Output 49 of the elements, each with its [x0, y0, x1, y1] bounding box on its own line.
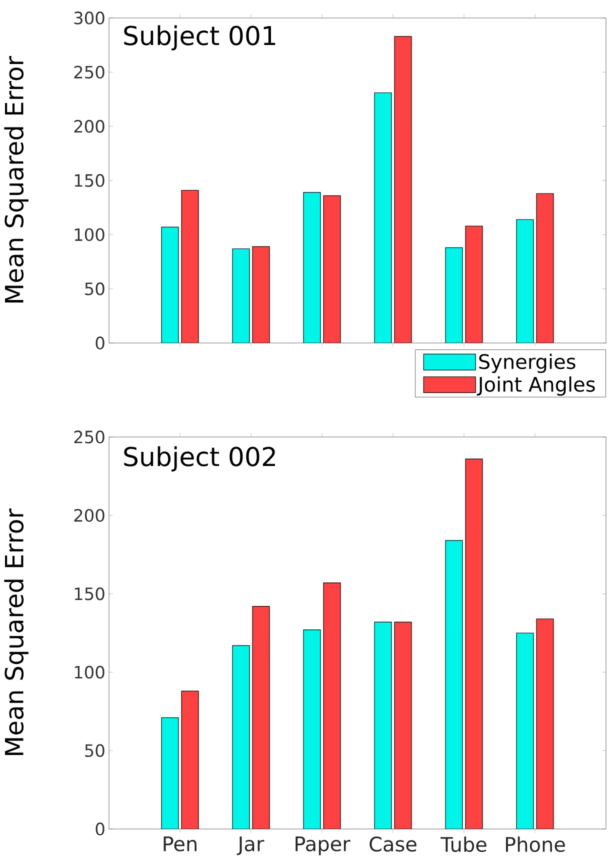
bar	[161, 717, 179, 829]
y-tick-label: 200	[74, 120, 104, 133]
bar	[323, 582, 341, 829]
y-tick-label: 100	[74, 228, 104, 242]
bar	[252, 246, 270, 343]
x-tick-label: Jar	[236, 836, 264, 856]
bar	[516, 632, 534, 829]
legend-label: Synergies	[479, 354, 576, 374]
bar	[536, 193, 554, 343]
bar	[181, 190, 199, 343]
chart-title: Subject 002	[124, 446, 275, 472]
bar	[181, 690, 199, 829]
bar	[374, 622, 392, 829]
bar	[394, 622, 412, 829]
bar	[445, 247, 463, 343]
bar	[232, 248, 250, 343]
y-tick-label: 100	[74, 666, 104, 679]
bar	[232, 645, 250, 829]
bar	[374, 92, 392, 343]
x-tick-label: Tube	[440, 836, 486, 852]
bar	[536, 618, 554, 829]
bar	[303, 192, 321, 343]
bar	[465, 458, 483, 829]
y-axis-title: Mean Squared Error	[4, 56, 28, 302]
bar	[252, 606, 270, 829]
bar	[394, 36, 412, 343]
y-tick-label: 250	[74, 66, 104, 79]
chart-title: Subject 001	[124, 25, 276, 50]
x-tick-label: Case	[370, 836, 416, 852]
y-axis-title: Mean Squared Error	[4, 508, 28, 755]
bar	[303, 630, 321, 829]
y-tick-label: 150	[74, 587, 104, 600]
bar	[465, 226, 483, 343]
y-tick-label: 200	[74, 508, 104, 522]
bar	[161, 226, 179, 343]
x-tick-label: Paper	[296, 836, 350, 856]
y-tick-label: 300	[74, 12, 104, 24]
y-tick-label: 150	[74, 174, 104, 187]
x-tick-label: Pen	[164, 836, 196, 852]
y-tick-label: 0	[96, 822, 104, 836]
legend-label: Joint Angles	[476, 376, 595, 396]
y-tick-label: 250	[74, 430, 104, 444]
y-tick-label: 0	[96, 336, 104, 350]
bar	[445, 540, 463, 829]
bar	[323, 195, 341, 343]
bar	[516, 219, 534, 343]
y-tick-label: 50	[85, 282, 104, 296]
x-tick-label: Phone	[506, 836, 565, 852]
y-tick-label: 50	[85, 744, 104, 758]
